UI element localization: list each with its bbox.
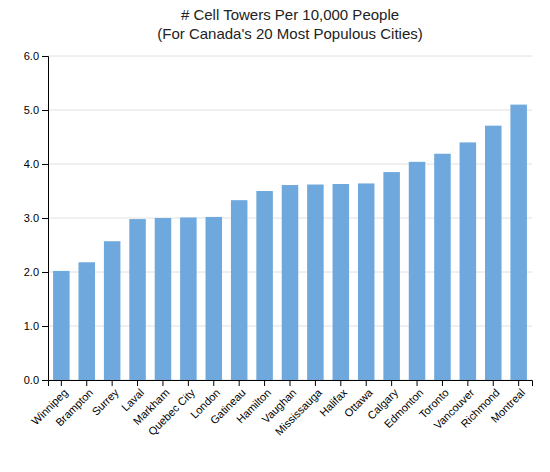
y-tick-label: 1.0 (24, 320, 39, 332)
x-tick-mark (340, 380, 341, 386)
y-tick: 6.0 (24, 50, 48, 62)
x-tick-label: Mississauga (273, 386, 325, 438)
y-tick: 5.0 (24, 104, 48, 116)
x-tick-mark (366, 380, 367, 386)
x-tick: Quebec City (146, 380, 198, 438)
y-tick-mark (42, 272, 48, 273)
title: # Cell Towers Per 10,000 People (For Cana… (157, 6, 422, 42)
x-tick-mark (290, 380, 291, 386)
title-line: (For Canada's 20 Most Populous Cities) (157, 25, 422, 42)
grid-line (48, 56, 532, 57)
y-axis-line (42, 57, 49, 381)
x-tick-mark (417, 380, 418, 386)
x-tick-mark (162, 380, 163, 386)
x-axis-line (49, 381, 533, 387)
x-tick-mark (86, 380, 87, 386)
grid-line (48, 110, 532, 111)
y-tick-mark (42, 380, 48, 381)
x-tick-mark (264, 380, 265, 386)
x-tick-mark (61, 380, 62, 386)
y-tick-label: 6.0 (24, 50, 39, 62)
y-tick-label: 5.0 (24, 104, 39, 116)
bar (383, 172, 400, 380)
x-tick-label: Edmonton (382, 386, 426, 430)
y-tick: 1.0 (24, 320, 48, 332)
bar (358, 183, 375, 380)
bars (53, 105, 527, 380)
y-tick-mark (42, 56, 48, 57)
x-tick-label: Montreal (488, 386, 527, 425)
y-tick-mark (42, 218, 48, 219)
y-tick: 0.0 (24, 374, 48, 386)
x-tick-mark (391, 380, 392, 386)
bar (78, 262, 95, 380)
bar (460, 142, 477, 380)
y-axis: 0.0 1.0 2.0 3.0 4.0 5.0 6.0 (24, 50, 49, 386)
y-tick-mark (42, 164, 48, 165)
y-tick: 3.0 (24, 212, 48, 224)
grid-line (48, 164, 532, 165)
y-tick: 2.0 (24, 266, 48, 278)
x-tick: Surrey (89, 380, 121, 418)
x-tick-label: Brampton (53, 386, 95, 428)
x-axis: WinnipegBramptonSurreyLavalMarkhamQuebec… (29, 380, 533, 438)
bar (409, 162, 426, 380)
title-line: # Cell Towers Per 10,000 People (181, 6, 399, 23)
bar (231, 200, 248, 380)
x-tick-mark (137, 380, 138, 386)
x-tick-mark (442, 380, 443, 386)
x-tick-mark (239, 380, 240, 386)
x-tick: Montreal (488, 380, 527, 425)
bar (53, 271, 70, 380)
y-tick-mark (42, 326, 48, 327)
y-tick: 4.0 (24, 158, 48, 170)
x-tick-mark (188, 380, 189, 386)
bar (180, 217, 197, 380)
x-tick-mark (112, 380, 113, 386)
bar (434, 154, 451, 380)
y-tick-label: 4.0 (24, 158, 39, 170)
grid (48, 56, 532, 380)
x-tick: Edmonton (382, 380, 426, 430)
bar (129, 219, 146, 380)
y-tick-label: 2.0 (24, 266, 39, 278)
y-tick-label: 3.0 (24, 212, 39, 224)
bar (510, 105, 527, 380)
bar (282, 185, 299, 380)
bar (485, 126, 502, 380)
y-tick-label: 0.0 (24, 374, 39, 386)
x-tick-mark (467, 380, 468, 386)
bar (104, 241, 121, 380)
x-tick: Brampton (53, 380, 95, 429)
x-tick-mark (213, 380, 214, 386)
bar (333, 184, 350, 380)
x-tick: Mississauga (273, 380, 325, 438)
y-tick-mark (42, 110, 48, 111)
bar (307, 185, 324, 380)
x-tick-mark (493, 380, 494, 386)
bar (206, 217, 223, 380)
x-tick-label: Surrey (89, 386, 121, 418)
x-tick-mark (315, 380, 316, 386)
bar (256, 191, 273, 380)
x-tick-mark (518, 380, 519, 386)
bar (155, 218, 172, 380)
plot: 0.0 1.0 2.0 3.0 4.0 5.0 6.0 WinnipegBramptonSur… (24, 50, 533, 438)
chart: 0.0 1.0 2.0 3.0 4.0 5.0 6.0 WinnipegBramptonSur… (0, 0, 550, 472)
